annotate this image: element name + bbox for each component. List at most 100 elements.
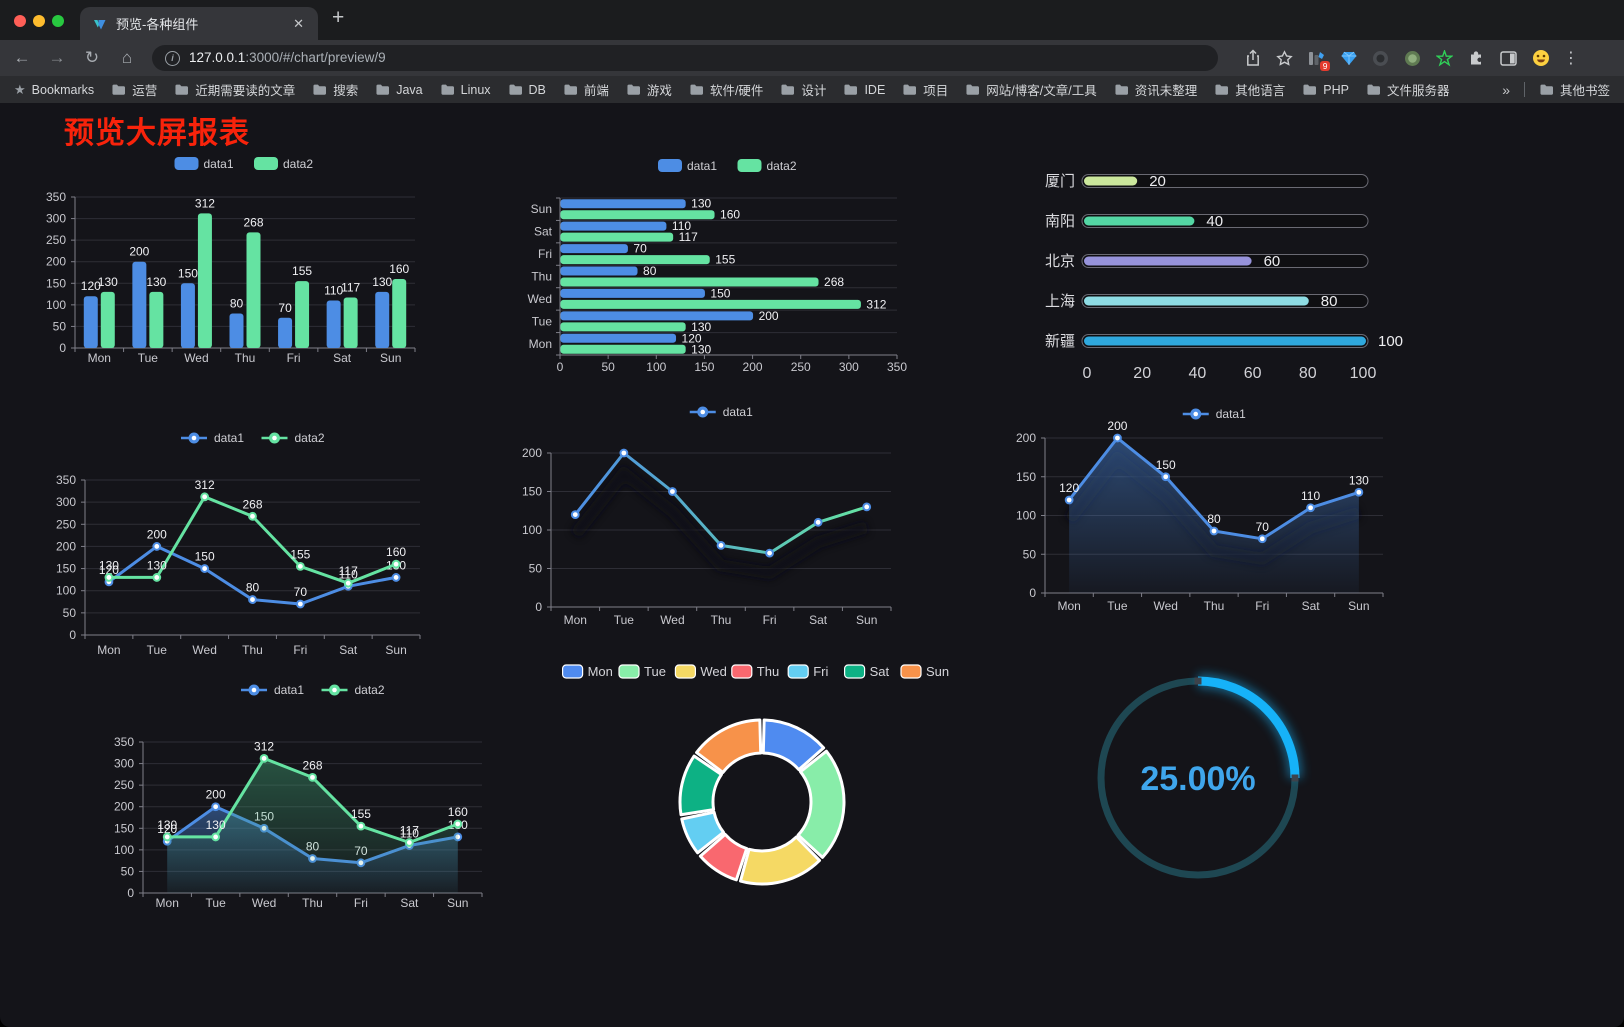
emoji-extension-icon[interactable] <box>1531 49 1550 68</box>
chart-area-two-series[interactable]: data1 data2 0 50 100 150 200 250 300 350 Mon Tue Wed… <box>100 670 520 918</box>
site-info-icon[interactable]: i <box>165 50 180 66</box>
back-button[interactable]: ← <box>13 48 31 67</box>
dark-circle-extension-icon[interactable] <box>1371 49 1390 68</box>
chart-line-gradient[interactable]: data1 0 50 100 150 200 Mon Tue Wed Thu Fri Sat Sun <box>503 400 923 632</box>
svg-text:0: 0 <box>535 600 542 614</box>
chart-gauge-progress[interactable]: 25.00% <box>1060 630 1340 905</box>
pie-slice-Sat[interactable] <box>678 754 723 817</box>
chart-pie-donut[interactable]: Mon Tue Wed Thu Fri Sat Sun <box>540 630 980 905</box>
green-circle-extension-icon[interactable] <box>1403 49 1422 68</box>
chart-bar-vertical[interactable]: data1 data2 0 50 100 150 200 250 300 350 Mon Tue Wed… <box>42 148 462 388</box>
url-bar[interactable]: i 127.0.0.1:3000/#/chart/preview/9 <box>152 45 1218 71</box>
bookmark-folder-item[interactable]: 运营 <box>111 80 157 99</box>
home-button[interactable]: ⌂ <box>121 48 133 67</box>
bookmark-folder-item[interactable]: 游戏 <box>626 80 672 99</box>
share-icon[interactable] <box>1243 49 1262 68</box>
password-manager-extension-icon[interactable]: 9 <box>1307 49 1330 71</box>
svg-text:117: 117 <box>339 564 358 578</box>
svg-text:Thu: Thu <box>242 643 263 657</box>
svg-text:20: 20 <box>1149 173 1166 190</box>
svg-text:100: 100 <box>1378 333 1403 350</box>
svg-text:350: 350 <box>114 735 134 749</box>
legend-item[interactable]: data2 <box>254 157 313 171</box>
zoom-window-button[interactable] <box>52 15 64 27</box>
bookmark-star-icon[interactable] <box>1275 49 1294 68</box>
folder-icon <box>313 84 327 95</box>
pie-slice-Sun[interactable] <box>695 718 763 774</box>
legend-item[interactable]: data1 <box>181 431 244 445</box>
bookmark-folder-item[interactable]: 软件/硬件 <box>689 80 763 99</box>
bookmark-folder-item[interactable]: 其他语言 <box>1214 80 1285 99</box>
bookmark-folder-item[interactable]: Linux <box>440 83 491 97</box>
bookmark-folder-item[interactable]: PHP <box>1302 83 1349 97</box>
legend-item[interactable]: Tue <box>618 664 666 679</box>
browser-tab[interactable]: 预览-各种组件 ✕ <box>80 7 318 40</box>
gem-extension-icon[interactable] <box>1339 49 1358 68</box>
bookmark-folder-item[interactable]: Java <box>375 82 423 97</box>
pie-slice-Tue[interactable] <box>796 749 846 859</box>
legend-item[interactable]: data2 <box>321 683 385 697</box>
other-bookmarks-item[interactable]: 其他书签 <box>1539 80 1610 99</box>
bookmarks-manager-item[interactable]: ★ Bookmarks <box>14 82 94 98</box>
bookmark-folder-item[interactable]: DB <box>508 83 546 97</box>
tab-close-icon[interactable]: ✕ <box>293 15 304 31</box>
legend-item[interactable]: Sat <box>844 664 890 679</box>
legend-item[interactable]: data1 <box>689 405 753 419</box>
svg-text:130: 130 <box>98 275 118 289</box>
legend-item[interactable]: data2 <box>261 431 325 445</box>
bookmark-folder-item[interactable]: 搜索 <box>312 80 358 99</box>
svg-text:Wed: Wed <box>528 292 552 306</box>
bookmarks-overflow-chevron[interactable]: » <box>1502 81 1510 98</box>
close-window-button[interactable] <box>14 15 26 27</box>
svg-text:Wed: Wed <box>660 613 684 627</box>
forward-button[interactable]: → <box>48 48 66 67</box>
bookmark-folder-item[interactable]: 网站/博客/文章/工具 <box>965 80 1097 99</box>
svg-text:80: 80 <box>230 296 244 310</box>
legend-item[interactable]: Sun <box>900 664 949 679</box>
svg-text:Tue: Tue <box>532 314 553 328</box>
legend-item[interactable]: Thu <box>731 664 779 679</box>
legend-item[interactable]: data2 <box>737 159 797 173</box>
pie-slice-Wed[interactable] <box>738 835 822 886</box>
green-star-extension-icon[interactable] <box>1435 49 1454 68</box>
side-panel-icon[interactable] <box>1499 49 1518 68</box>
folder-icon <box>376 84 390 95</box>
legend-item[interactable]: data1 <box>241 683 304 697</box>
new-tab-button[interactable]: + <box>332 6 345 29</box>
svg-text:80: 80 <box>643 264 657 278</box>
svg-text:250: 250 <box>791 360 811 374</box>
svg-text:200: 200 <box>206 788 226 802</box>
bookmark-folder-item[interactable]: 设计 <box>780 80 826 99</box>
svg-text:Mon: Mon <box>97 643 120 657</box>
svg-text:268: 268 <box>824 275 844 289</box>
bookmark-folder-item[interactable]: 前端 <box>563 80 609 99</box>
legend-item[interactable]: data1 <box>658 159 717 173</box>
pie-slice-Mon[interactable] <box>761 718 826 772</box>
chart-line-two-series[interactable]: data1 data2 0 50 100 150 200 250 300 350 Mon Tue Wed… <box>42 425 462 670</box>
bookmark-folder-label: Java <box>396 82 423 97</box>
bookmark-folder-label: IDE <box>864 82 886 97</box>
puzzle-extensions-icon[interactable] <box>1467 49 1486 68</box>
legend-item[interactable]: Fri <box>787 664 828 679</box>
bookmark-folder-item[interactable]: 项目 <box>902 80 948 99</box>
browser-menu-icon[interactable]: ⋮ <box>1563 50 1579 67</box>
pie-slice-Thu[interactable] <box>698 832 749 882</box>
chart-bar-horizontal[interactable]: data1 data2 0 50 100 150 200 250 300 350 Sun 130 160… <box>503 150 923 390</box>
bookmark-folder-item[interactable]: 文件服务器 <box>1366 80 1449 99</box>
legend-item[interactable]: data1 <box>1182 407 1246 421</box>
chart-area-single[interactable]: data1 0 50 100 150 200 Mon Tue Wed Thu Fri Sat Sun 12… <box>985 390 1405 618</box>
chart-progress-bars[interactable]: 厦门 20 南阳 40 北京 60 上海 80 新疆 100 0 20 40 60 80 100 <box>985 150 1405 395</box>
bookmark-folder-item[interactable]: 近期需要读的文章 <box>174 80 295 99</box>
minimize-window-button[interactable] <box>33 15 45 27</box>
bookmark-folder-item[interactable]: IDE <box>843 83 885 97</box>
reload-button[interactable]: ↻ <box>84 48 100 67</box>
bookmark-folder-item[interactable]: 资讯未整理 <box>1114 80 1197 99</box>
svg-text:Fri: Fri <box>538 247 552 261</box>
legend-item[interactable]: Wed <box>674 664 727 679</box>
svg-text:120: 120 <box>1059 481 1079 495</box>
svg-text:data2: data2 <box>295 431 325 445</box>
svg-text:新疆: 新疆 <box>1045 333 1075 350</box>
pie-slice-Fri[interactable] <box>680 810 726 855</box>
legend-item[interactable]: data1 <box>174 157 234 171</box>
legend-item[interactable]: Mon <box>562 664 613 679</box>
